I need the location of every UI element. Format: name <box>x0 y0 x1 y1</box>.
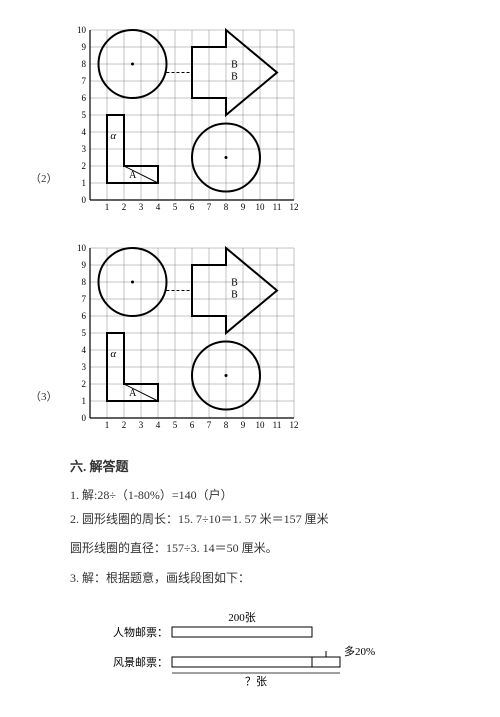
svg-text:8: 8 <box>82 59 87 69</box>
svg-text:B: B <box>231 59 238 70</box>
svg-text:2: 2 <box>122 202 127 212</box>
bar-diagram-svg: 200张人物邮票： 风景邮票： 多20% ？张 <box>110 607 390 697</box>
svg-text:9: 9 <box>241 202 246 212</box>
svg-text:12: 12 <box>290 420 299 430</box>
svg-text:10: 10 <box>256 420 266 430</box>
svg-text:4: 4 <box>82 345 87 355</box>
svg-text:10: 10 <box>77 25 87 35</box>
svg-text:9: 9 <box>82 42 87 52</box>
svg-text:6: 6 <box>190 202 195 212</box>
svg-text:6: 6 <box>82 93 87 103</box>
svg-text:8: 8 <box>224 420 229 430</box>
svg-text:3: 3 <box>139 420 144 430</box>
figure-3-svg: 123456789101112012345678910αABB <box>70 238 310 438</box>
svg-text:α: α <box>110 130 116 142</box>
svg-text:0: 0 <box>82 195 87 205</box>
answer-1: 1. 解:28÷（1-80%）=140（户） <box>70 485 440 507</box>
svg-text:12: 12 <box>290 202 299 212</box>
svg-text:B: B <box>231 71 238 82</box>
figure-2: （2） 123456789101112012345678910αABB <box>70 20 440 220</box>
svg-text:2: 2 <box>82 161 87 171</box>
svg-text:3: 3 <box>82 362 87 372</box>
svg-text:α: α <box>110 348 116 360</box>
answer-2b: 圆形线圈的直径：157÷3. 14＝50 厘米。 <box>70 538 440 560</box>
svg-text:人物邮票：: 人物邮票： <box>113 625 168 639</box>
svg-text:1: 1 <box>105 420 110 430</box>
svg-text:A: A <box>129 170 137 181</box>
svg-text:5: 5 <box>82 110 87 120</box>
svg-text:7: 7 <box>82 76 87 86</box>
figure-2-svg: 123456789101112012345678910αABB <box>70 20 310 220</box>
figure-3: （3） 123456789101112012345678910αABB <box>70 238 440 438</box>
svg-text:4: 4 <box>82 127 87 137</box>
svg-text:B: B <box>231 277 238 288</box>
svg-text:6: 6 <box>82 311 87 321</box>
svg-text:6: 6 <box>190 420 195 430</box>
svg-text:2: 2 <box>122 420 127 430</box>
svg-text:11: 11 <box>273 202 282 212</box>
answer-3: 3. 解：根据题意，画线段图如下： <box>70 568 440 590</box>
svg-text:0: 0 <box>82 413 87 423</box>
svg-text:1: 1 <box>105 202 110 212</box>
svg-text:多20%: 多20% <box>344 644 375 658</box>
svg-text:11: 11 <box>273 420 282 430</box>
bar-diagram: 200张人物邮票： 风景邮票： 多20% ？张 <box>110 607 440 697</box>
svg-text:10: 10 <box>256 202 266 212</box>
section-title: 六. 解答题 <box>70 456 440 475</box>
svg-text:9: 9 <box>82 260 87 270</box>
svg-text:10: 10 <box>77 243 87 253</box>
svg-text:9: 9 <box>241 420 246 430</box>
svg-text:8: 8 <box>82 277 87 287</box>
svg-text:5: 5 <box>173 202 178 212</box>
svg-text:A: A <box>129 388 137 399</box>
svg-text:4: 4 <box>156 202 161 212</box>
svg-text:5: 5 <box>173 420 178 430</box>
figure-3-label: （3） <box>30 388 58 404</box>
svg-text:3: 3 <box>139 202 144 212</box>
svg-text:1: 1 <box>82 396 87 406</box>
svg-text:8: 8 <box>224 202 229 212</box>
svg-text:B: B <box>231 289 238 300</box>
figure-2-label: （2） <box>30 170 58 186</box>
svg-text:4: 4 <box>156 420 161 430</box>
svg-text:7: 7 <box>207 202 212 212</box>
svg-text:5: 5 <box>82 328 87 338</box>
svg-text:200张: 200张 <box>228 611 256 624</box>
svg-text:风景邮票：: 风景邮票： <box>113 656 168 669</box>
svg-text:7: 7 <box>207 420 212 430</box>
answer-2a: 2. 圆形线圈的周长：15. 7÷10＝1. 57 米＝157 厘米 <box>70 509 440 531</box>
svg-text:？张: ？张 <box>245 675 267 688</box>
svg-text:7: 7 <box>82 294 87 304</box>
svg-text:2: 2 <box>82 379 87 389</box>
svg-text:1: 1 <box>82 178 87 188</box>
svg-text:3: 3 <box>82 144 87 154</box>
